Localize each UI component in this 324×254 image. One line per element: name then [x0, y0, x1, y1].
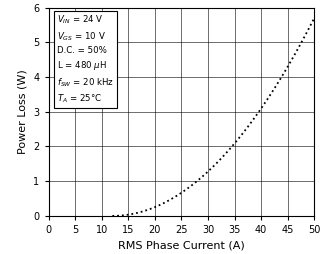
X-axis label: RMS Phase Current (A): RMS Phase Current (A) [118, 241, 245, 250]
Text: $V_{IN}$ = 24 V
$V_{GS}$ = 10 V
D.C. = 50%
L = 480 $\mu$H
$f_{SW}$ = 20 kHz
$T_A: $V_{IN}$ = 24 V $V_{GS}$ = 10 V D.C. = 5… [57, 14, 114, 105]
Y-axis label: Power Loss (W): Power Loss (W) [18, 69, 28, 154]
